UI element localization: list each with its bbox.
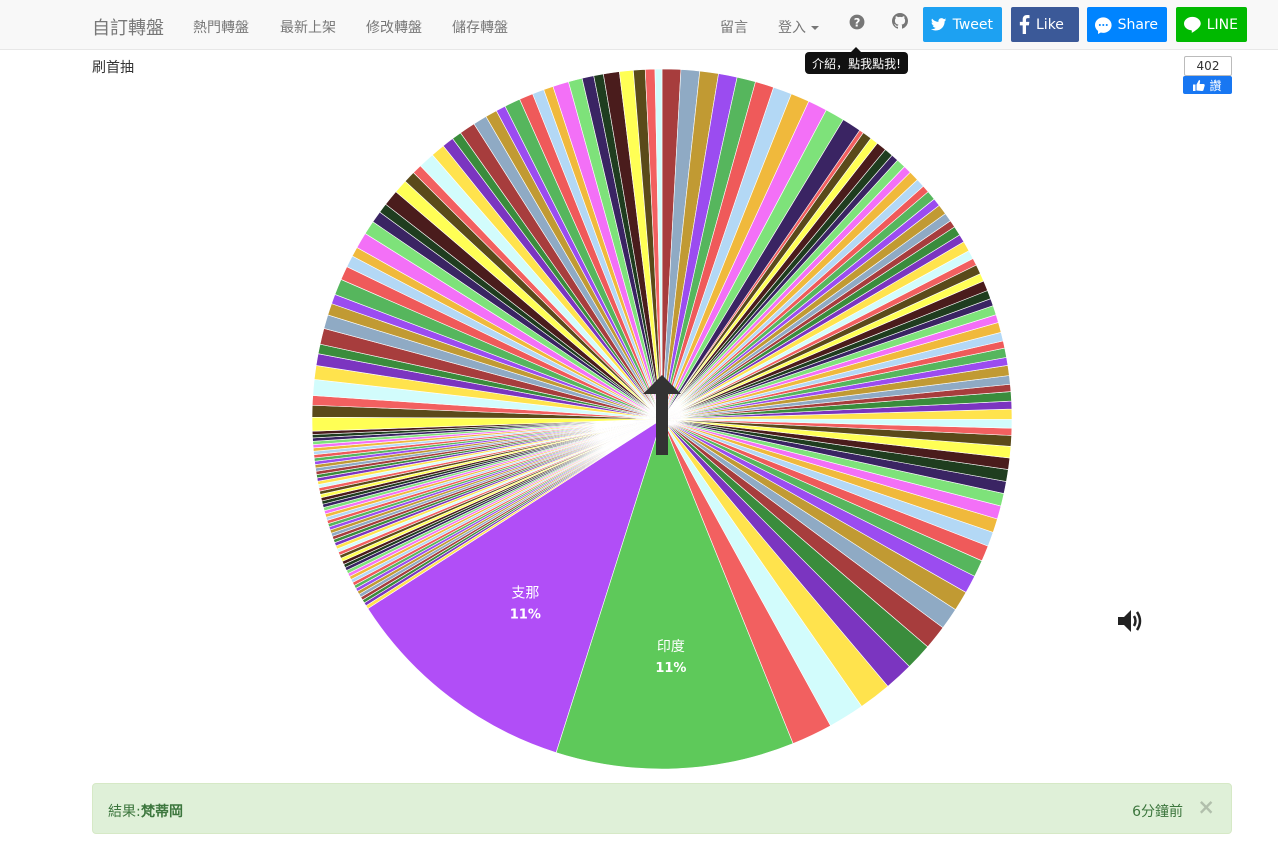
messenger-share-button[interactable]: Share bbox=[1087, 7, 1167, 42]
intro-tooltip[interactable]: 介紹，點我點我! bbox=[805, 47, 908, 74]
brand-link[interactable]: 自訂轉盤 bbox=[92, 18, 164, 39]
github-icon[interactable] bbox=[892, 13, 908, 29]
slice bbox=[661, 119, 861, 420]
fb-like-count: 402 bbox=[1184, 56, 1232, 76]
line-icon bbox=[1184, 16, 1201, 33]
svg-text:?: ? bbox=[854, 16, 861, 30]
twitter-icon bbox=[931, 18, 947, 31]
facebook-like-button[interactable]: Like bbox=[1011, 7, 1079, 42]
nav-message[interactable]: 留言 bbox=[720, 20, 748, 36]
tweet-button[interactable]: Tweet bbox=[923, 7, 1002, 42]
slice-india-percent: 11% bbox=[655, 661, 686, 676]
nav-latest[interactable]: 最新上架 bbox=[280, 20, 336, 36]
speaker-icon[interactable] bbox=[1116, 608, 1144, 634]
slice bbox=[654, 68, 663, 420]
spin-wheel[interactable]: 支那 11% 印度 11% bbox=[305, 62, 1019, 776]
login-label: 登入 bbox=[778, 20, 806, 36]
facebook-icon bbox=[1019, 15, 1030, 34]
nav-edit[interactable]: 修改轉盤 bbox=[366, 20, 422, 36]
like-label: Like bbox=[1036, 16, 1064, 33]
result-label: 結果: bbox=[108, 804, 141, 820]
slice-zhina-label: 支那 bbox=[511, 586, 539, 602]
slice-india-label: 印度 bbox=[657, 639, 685, 655]
question-circle-icon[interactable]: ? bbox=[849, 14, 865, 30]
line-label: LINE bbox=[1206, 16, 1238, 33]
close-icon[interactable]: × bbox=[1197, 795, 1215, 819]
tweet-label: Tweet bbox=[952, 16, 993, 33]
result-alert: 結果: 梵蒂岡 6分鐘前 × bbox=[92, 783, 1232, 834]
slice-india bbox=[555, 418, 794, 770]
slice-zhina-percent: 11% bbox=[510, 608, 541, 623]
result-time: 6分鐘前 bbox=[1132, 804, 1183, 820]
top-navbar: 自訂轉盤 熱門轉盤 最新上架 修改轉盤 儲存轉盤 留言 登入 ? Tweet L… bbox=[0, 0, 1278, 50]
caret-down-icon bbox=[811, 26, 819, 30]
up-arrow-icon bbox=[643, 375, 681, 455]
slice-zhina bbox=[367, 418, 663, 753]
wheel-title: 刷首抽 bbox=[92, 60, 134, 76]
login-dropdown[interactable]: 登入 bbox=[778, 17, 819, 37]
fb-like-label: 讚 bbox=[1209, 78, 1222, 93]
messenger-icon bbox=[1095, 16, 1112, 34]
line-share-button[interactable]: LINE bbox=[1176, 7, 1247, 42]
fb-like-small-button[interactable]: 讚 bbox=[1183, 76, 1232, 94]
nav-popular[interactable]: 熱門轉盤 bbox=[193, 20, 249, 36]
share-label: Share bbox=[1117, 16, 1158, 33]
result-value: 梵蒂岡 bbox=[141, 804, 183, 820]
nav-save[interactable]: 儲存轉盤 bbox=[452, 20, 508, 36]
thumbs-up-icon bbox=[1193, 79, 1206, 91]
